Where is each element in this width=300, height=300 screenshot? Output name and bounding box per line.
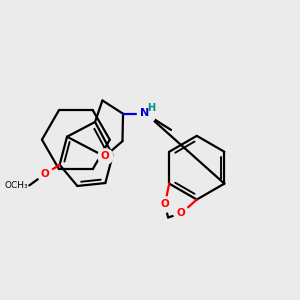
Text: O: O [100, 152, 109, 161]
Text: O: O [177, 208, 185, 218]
Text: N: N [140, 108, 149, 118]
Text: O: O [40, 169, 49, 179]
Text: H: H [147, 103, 155, 113]
Text: O: O [160, 199, 169, 209]
Text: OCH₃: OCH₃ [4, 181, 28, 190]
